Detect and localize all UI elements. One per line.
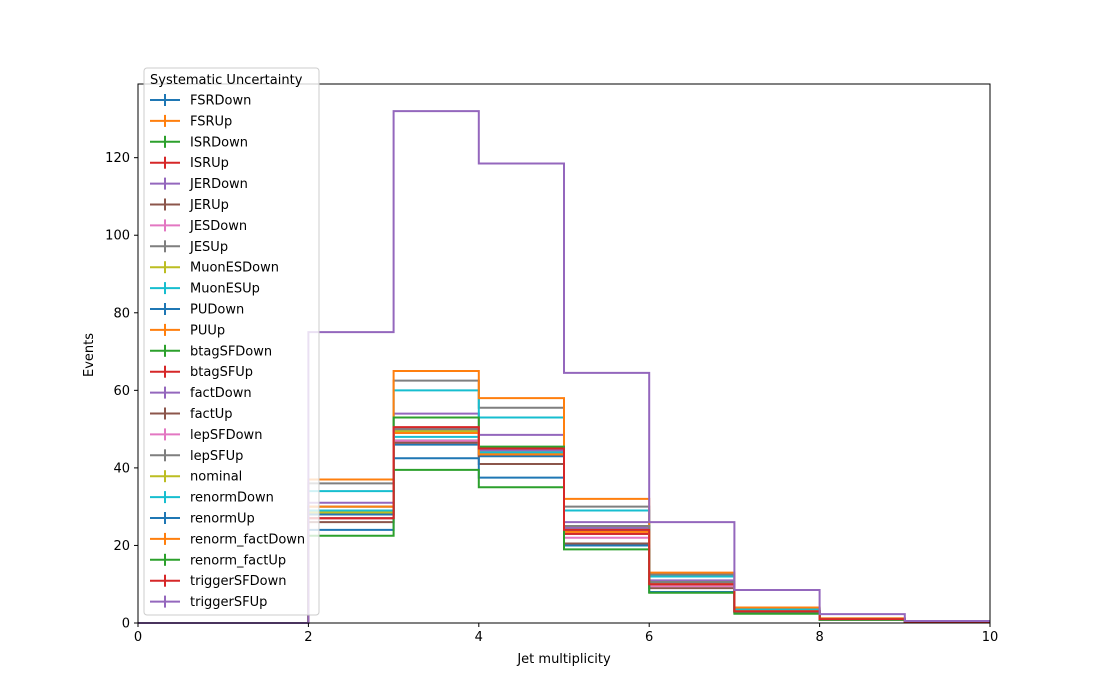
legend-entry-factUp: factUp [150, 407, 233, 422]
x-tick-label: 6 [645, 630, 653, 645]
legend-label: btagSFDown [190, 344, 272, 359]
legend-label: ISRDown [190, 135, 248, 150]
legend-entry-MuonESDown: MuonESDown [150, 261, 279, 276]
legend-entry-btagSFDown: btagSFDown [150, 344, 272, 359]
legend-entry-ISRDown: ISRDown [150, 135, 248, 150]
legend-box [143, 67, 320, 616]
legend-label: renormUp [190, 512, 255, 527]
x-tick-label: 2 [304, 630, 312, 645]
legend-label: factUp [190, 407, 233, 422]
x-tick-label: 10 [982, 630, 999, 645]
y-tick-label: 120 [105, 151, 130, 166]
legend-label: FSRDown [190, 94, 251, 109]
legend-entry-ISRUp: ISRUp [150, 156, 229, 171]
y-tick-label: 100 [105, 229, 130, 244]
y-axis: 0 20 40 60 80 100 120 [105, 151, 138, 632]
x-tick-label: 4 [475, 630, 483, 645]
x-axis: 0 2 4 6 8 10 [134, 623, 998, 645]
legend-title: Systematic Uncertainty [150, 73, 303, 88]
legend-label: triggerSFDown [190, 574, 286, 589]
legend-label: ISRUp [190, 156, 229, 171]
legend-label: JESDown [189, 219, 247, 234]
legend-entry-lepSFDown: lepSFDown [150, 428, 262, 443]
legend-label: lepSFDown [190, 428, 262, 443]
y-tick-label: 80 [113, 306, 130, 321]
y-tick-label: 20 [113, 539, 130, 554]
legend-label: PUDown [190, 303, 244, 318]
x-axis-label: Jet multiplicity [516, 652, 611, 667]
legend-entry-triggerSFUp: triggerSFUp [150, 595, 267, 610]
y-tick-label: 0 [122, 617, 130, 632]
legend-entry-PUUp: PUUp [150, 323, 225, 338]
y-tick-label: 60 [113, 384, 130, 399]
legend-label: JERDown [189, 177, 248, 192]
legend-entry-renorm_factDown: renorm_factDown [150, 532, 305, 547]
legend-label: JERUp [189, 198, 229, 213]
legend: Systematic Uncertainty FSRDown FSRUp ISRDo… [143, 67, 320, 616]
legend-label: renormDown [190, 491, 274, 506]
legend-entry-JESDown: JESDown [150, 219, 247, 234]
legend-entry-lepSFUp: lepSFUp [150, 449, 243, 464]
legend-label: renorm_factDown [190, 532, 305, 547]
y-tick-label: 40 [113, 461, 130, 476]
legend-label: triggerSFUp [190, 595, 267, 610]
legend-label: MuonESUp [190, 282, 260, 297]
y-axis-label: Events [82, 333, 97, 377]
legend-entry-FSRDown: FSRDown [150, 94, 251, 109]
legend-label: lepSFUp [190, 449, 243, 464]
legend-label: renorm_factUp [190, 553, 286, 568]
legend-label: MuonESDown [190, 261, 279, 276]
legend-entry-JESUp: JESUp [150, 240, 228, 255]
legend-entry-MuonESUp: MuonESUp [150, 282, 260, 297]
legend-entry-renormDown: renormDown [150, 491, 274, 506]
legend-entry-PUDown: PUDown [150, 303, 244, 318]
legend-entry-renorm_factUp: renorm_factUp [150, 553, 286, 568]
legend-label: nominal [190, 470, 242, 485]
legend-label: factDown [190, 386, 252, 401]
legend-entry-btagSFUp: btagSFUp [150, 365, 253, 380]
legend-entry-FSRUp: FSRUp [150, 114, 232, 129]
legend-entry-renormUp: renormUp [150, 512, 255, 527]
legend-label: PUUp [190, 323, 225, 338]
legend-entry-factDown: factDown [150, 386, 252, 401]
legend-entry-JERDown: JERDown [150, 177, 248, 192]
legend-label: JESUp [189, 240, 228, 255]
legend-entry-triggerSFDown: triggerSFDown [150, 574, 286, 589]
legend-entry-nominal: nominal [150, 470, 242, 485]
x-tick-label: 0 [134, 630, 142, 645]
legend-entry-JERUp: JERUp [150, 198, 229, 213]
plot-frame [137, 83, 991, 624]
x-tick-label: 8 [815, 630, 823, 645]
legend-label: FSRUp [190, 114, 232, 129]
legend-label: btagSFUp [190, 365, 253, 380]
